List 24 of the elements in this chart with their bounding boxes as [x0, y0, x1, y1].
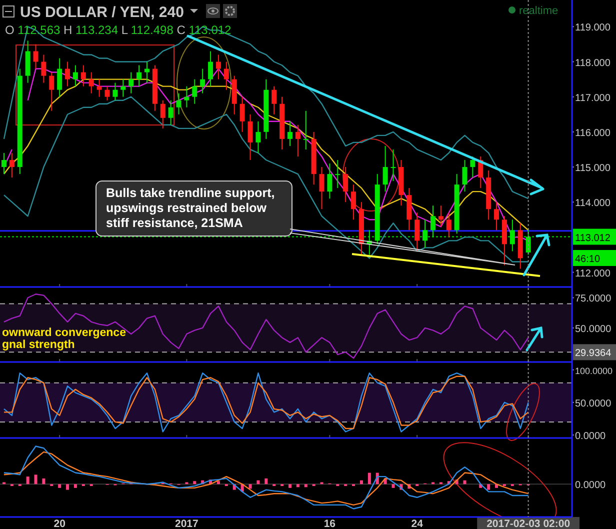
y-tick-label: 118.000: [575, 58, 611, 69]
x-tick-label: 24: [411, 518, 424, 529]
y-tick-label: 75.0000: [575, 294, 612, 305]
y-tick-label: 114.000: [575, 198, 611, 210]
y-tick-label: 50.0000: [575, 324, 612, 335]
y-tick-label: 117.000: [575, 92, 611, 104]
text: 29.9364: [575, 348, 612, 360]
y-tick-label: 100.0000: [575, 366, 613, 376]
annotation: ownward convergence gnal strength: [2, 327, 126, 351]
x-tick-label: 2017: [175, 518, 199, 529]
annotation: realtime: [519, 5, 558, 17]
x-tick-label: 16: [324, 518, 336, 529]
x-tick-label: 2017-02-03 02:00: [486, 518, 570, 529]
y-tick-label: 0.0000: [575, 431, 606, 442]
y-tick-label: 116.000: [575, 128, 611, 139]
ref-line-label: 113.012: [575, 232, 611, 244]
y-tick-label: 50.0000: [575, 398, 612, 410]
y-tick-label: 112.000: [575, 268, 611, 280]
y-tick-label: 119.000: [575, 22, 611, 34]
text: 46:10: [575, 254, 600, 265]
annotation: Bulls take trendline support, upswings restrained below stiff resistance, 21SMA: [106, 186, 275, 230]
x-tick-label: 20: [54, 518, 66, 529]
y-tick-label: 115.000: [575, 163, 611, 174]
chart-title: US DOLLAR / YEN, 240: [20, 4, 184, 21]
